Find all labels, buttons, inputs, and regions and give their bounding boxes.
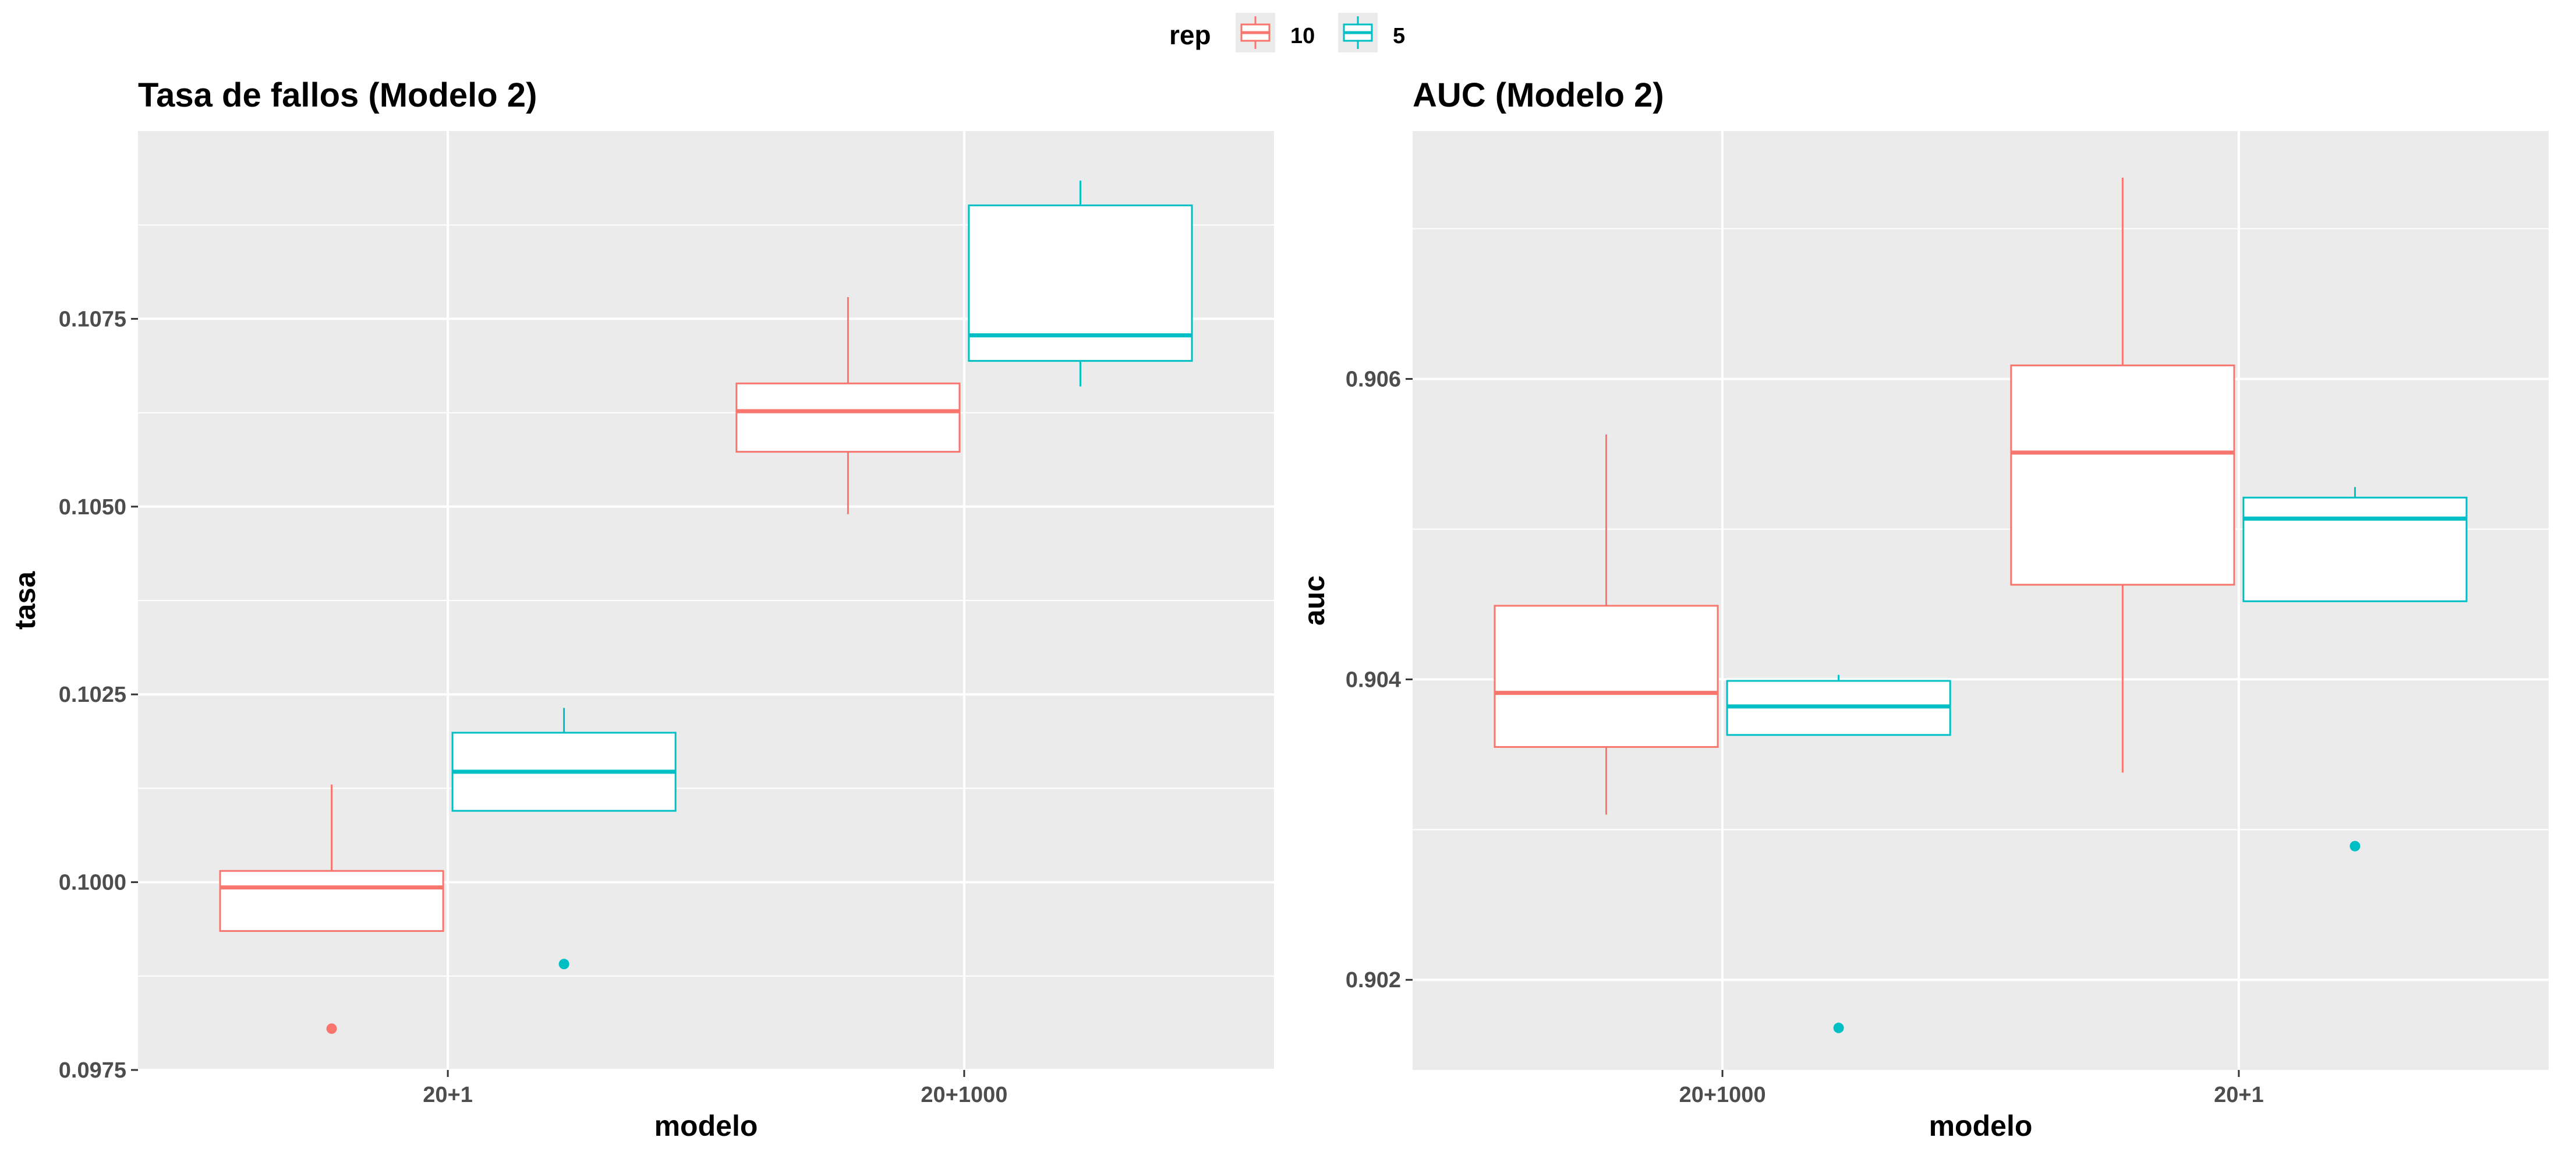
y-tick-label: 0.906 xyxy=(1346,368,1401,392)
y-tick-label: 0.0975 xyxy=(59,1058,126,1083)
box-body xyxy=(219,870,444,932)
x-axis-label: modelo xyxy=(654,1110,758,1142)
panel-1: 0.0975 0.1000 0.1025 0.1050 0.1075 20+1 20+100… xyxy=(9,76,1274,1142)
x-tick-label: 20+1000 xyxy=(921,1083,1007,1107)
legend-key-5 xyxy=(1338,13,1378,52)
legend-key-10 xyxy=(1236,13,1275,52)
box-5-20+1 xyxy=(2242,487,2468,852)
box-10-20+1 xyxy=(2010,177,2235,773)
y-tick-label: 0.904 xyxy=(1346,667,1401,692)
box-5-20+1 xyxy=(451,708,677,970)
box-body xyxy=(2242,496,2468,602)
box-body xyxy=(2010,364,2235,586)
box-10-20+1000 xyxy=(1494,434,1719,815)
y-tick-label: 0.902 xyxy=(1346,968,1401,992)
outlier-point xyxy=(558,959,569,970)
x-axis-label: modelo xyxy=(1929,1110,2033,1142)
legend-label-5: 5 xyxy=(1393,24,1405,48)
outlier-point xyxy=(326,1023,337,1034)
x-tick-label: 20+1 xyxy=(423,1083,473,1107)
y-axis-label: tasa xyxy=(9,571,41,630)
y-tick-label: 0.1050 xyxy=(59,495,126,520)
box-body xyxy=(968,204,1193,362)
panel-2: 0.902 0.904 0.906 20+1000 20+1 AUC (Modelo 2)… xyxy=(1298,76,2549,1142)
chart-title: Tasa de fallos (Modelo 2) xyxy=(138,76,537,114)
box-body xyxy=(1494,605,1719,748)
x-tick-label: 20+1 xyxy=(2214,1083,2264,1107)
legend-title: rep xyxy=(1169,20,1211,50)
box-body xyxy=(735,382,961,453)
chart-title: AUC (Modelo 2) xyxy=(1413,76,1664,114)
y-tick-label: 0.1025 xyxy=(59,683,126,707)
y-tick-label: 0.1000 xyxy=(59,871,126,895)
box-5-20+1000 xyxy=(1726,674,1951,1033)
y-axis-label: auc xyxy=(1298,575,1331,626)
box-10-20+1000 xyxy=(735,297,961,514)
outlier-point xyxy=(2349,840,2361,852)
box-10-20+1 xyxy=(219,784,444,1034)
x-tick-label: 20+1000 xyxy=(1679,1083,1766,1107)
legend: rep 10 5 xyxy=(1169,13,1405,52)
box-5-20+1000 xyxy=(968,181,1193,387)
outlier-point xyxy=(1833,1022,1844,1033)
legend-label-10: 10 xyxy=(1290,24,1315,48)
y-tick-label: 0.1075 xyxy=(59,307,126,331)
